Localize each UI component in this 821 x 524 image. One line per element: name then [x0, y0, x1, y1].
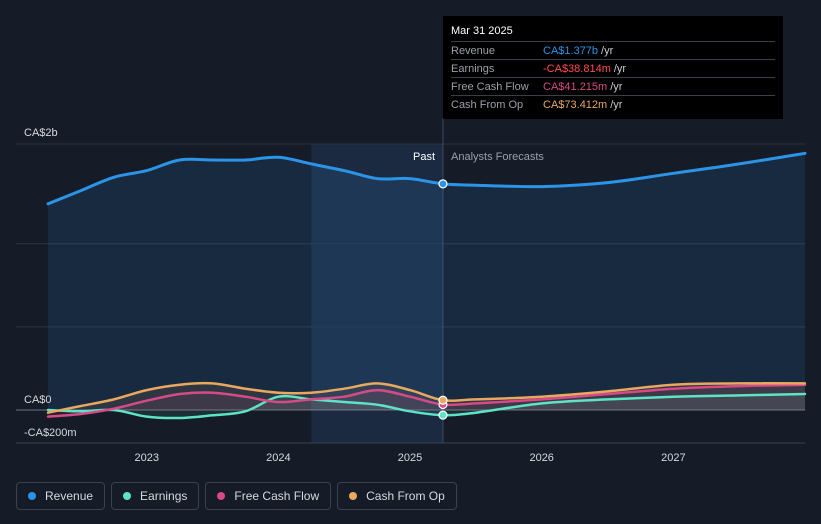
y-label-bottom: -CA$200m	[24, 427, 77, 439]
y-label-top: CA$2b	[24, 127, 58, 139]
legend: Revenue Earnings Free Cash Flow Cash From O…	[16, 482, 457, 510]
tooltip-row-value: CA$41.215m	[543, 80, 608, 93]
legend-label: Earnings	[140, 489, 188, 503]
tooltip-row-value: CA$73.412m	[543, 98, 608, 111]
x-tick-2025: 2025	[398, 452, 422, 464]
legend-label: Free Cash Flow	[234, 489, 320, 503]
tooltip-row-value: CA$1.377b	[543, 44, 599, 57]
cash-from-op-area	[48, 383, 805, 413]
tooltip-row-unit: /yr	[610, 98, 623, 111]
tooltip-row-unit: /yr	[601, 44, 614, 57]
legend-label: Revenue	[45, 489, 94, 503]
legend-dot-icon	[349, 492, 358, 500]
tooltip-row-name: Cash From Op	[451, 98, 524, 111]
x-tick-2023: 2023	[134, 452, 158, 464]
legend-item-cash-from-op[interactable]: Cash From Op	[337, 482, 457, 510]
past-label: Past	[413, 151, 435, 163]
forecast-label: Analysts Forecasts	[451, 151, 544, 163]
legend-dot-icon	[123, 492, 132, 500]
tooltip-row-value: -CA$38.814m	[543, 62, 611, 75]
legend-item-free-cash-flow[interactable]: Free Cash Flow	[205, 482, 332, 510]
earnings-line	[46, 392, 807, 420]
tooltip-row-name: Revenue	[451, 44, 496, 57]
free-cash-flow-area	[48, 384, 805, 417]
free-cash-flow-line	[46, 383, 807, 418]
tooltip-row-name: Free Cash Flow	[451, 80, 529, 93]
legend-item-earnings[interactable]: Earnings	[111, 482, 200, 510]
x-tick-2026: 2026	[529, 452, 553, 464]
earnings-marker	[438, 410, 448, 420]
revenue-line	[46, 151, 807, 206]
revenue-marker	[438, 179, 448, 189]
legend-dot-icon	[28, 492, 36, 500]
tooltip: Mar 31 2025 Revenue CA$1.377b/yr Earnings -…	[443, 16, 783, 119]
x-tick-2024: 2024	[266, 452, 290, 464]
tooltip-row: Revenue CA$1.377b/yr	[451, 41, 775, 59]
x-tick-2027: 2027	[661, 452, 685, 464]
cash-from-op-marker	[438, 395, 448, 405]
tooltip-row: Earnings -CA$38.814m/yr	[451, 59, 775, 77]
tooltip-row: Free Cash Flow CA$41.215m/yr	[451, 77, 775, 95]
legend-dot-icon	[217, 492, 226, 500]
tooltip-row-unit: /yr	[610, 80, 623, 93]
legend-item-revenue[interactable]: Revenue	[16, 482, 106, 510]
tooltip-row-unit: /yr	[613, 62, 627, 75]
tooltip-date: Mar 31 2025	[451, 25, 513, 37]
cash-from-op-line	[46, 381, 807, 414]
revenue-area	[48, 153, 805, 411]
legend-label: Cash From Op	[366, 489, 445, 503]
tooltip-row: Cash From Op CA$73.412m/yr	[451, 95, 775, 113]
tooltip-row-name: Earnings	[451, 62, 495, 75]
y-label-zero: CA$0	[24, 394, 52, 406]
